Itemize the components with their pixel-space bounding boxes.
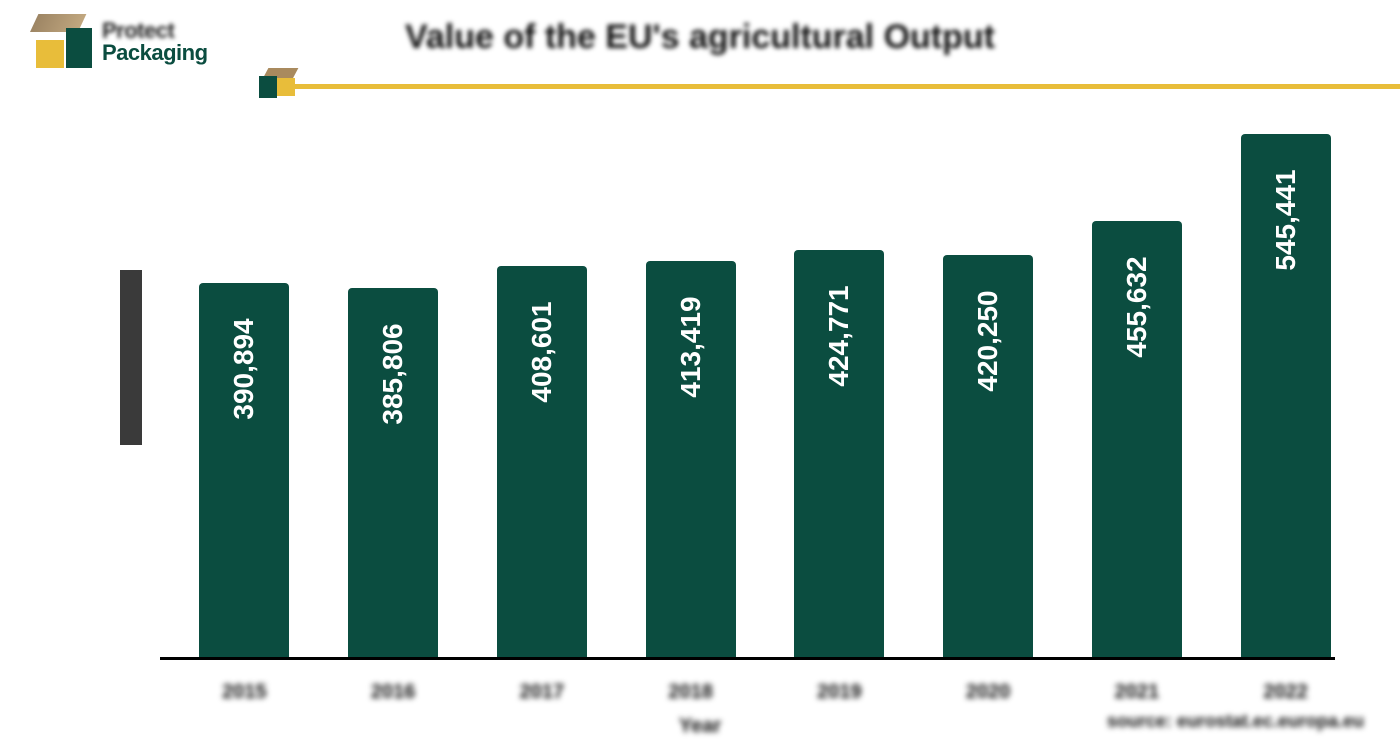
- x-tick-label: 2021: [1092, 681, 1182, 704]
- bar-wrap: 390,894: [199, 283, 289, 660]
- bar-wrap: 424,771: [794, 250, 884, 660]
- bar-wrap: 420,250: [943, 255, 1033, 660]
- bar-value-label: 385,806: [377, 323, 409, 424]
- bar-value-label: 390,894: [228, 318, 260, 419]
- bar-value-label: 420,250: [972, 290, 1004, 391]
- chart-title: Value of the EU's agricultural Output: [0, 18, 1400, 57]
- bar-wrap: 413,419: [646, 261, 736, 660]
- y-axis-stub: [120, 270, 142, 445]
- bar-wrap: 385,806: [348, 288, 438, 660]
- bar-wrap: 455,632: [1092, 221, 1182, 660]
- bar: 545,441: [1241, 134, 1331, 660]
- bar-value-label: 455,632: [1121, 256, 1153, 357]
- x-tick-label: 2016: [348, 681, 438, 704]
- title-divider: [280, 84, 1400, 89]
- x-tick-label: 2020: [943, 681, 1033, 704]
- bar-value-label: 408,601: [526, 301, 558, 402]
- x-tick-label: 2022: [1241, 681, 1331, 704]
- bar: 390,894: [199, 283, 289, 660]
- bar-value-label: 424,771: [823, 285, 855, 386]
- x-ticks: 2015 2016 2017 2018 2019 2020 2021 2022: [160, 681, 1370, 704]
- x-tick-label: 2018: [646, 681, 736, 704]
- bar: 408,601: [497, 266, 587, 660]
- bar-wrap: 408,601: [497, 266, 587, 660]
- bar-wrap: 545,441: [1241, 134, 1331, 660]
- bar: 455,632: [1092, 221, 1182, 660]
- source-text: source: eurostat.ec.europa.eu: [1107, 711, 1364, 732]
- bar-value-label: 545,441: [1270, 169, 1302, 270]
- chart-root: Protect Packaging Value of the EU's agri…: [0, 0, 1400, 750]
- bars-container: 390,894 385,806 408,601 413,419 424,771 420,2…: [160, 120, 1370, 660]
- plot-area: 390,894 385,806 408,601 413,419 424,771 420,2…: [160, 120, 1370, 660]
- x-tick-label: 2019: [794, 681, 884, 704]
- x-axis-baseline: [160, 657, 1335, 660]
- bar: 424,771: [794, 250, 884, 660]
- x-tick-label: 2017: [497, 681, 587, 704]
- bar: 420,250: [943, 255, 1033, 660]
- x-tick-label: 2015: [199, 681, 289, 704]
- bar: 385,806: [348, 288, 438, 660]
- bar: 413,419: [646, 261, 736, 660]
- divider-cube-icon: [262, 68, 302, 108]
- bar-value-label: 413,419: [675, 296, 707, 397]
